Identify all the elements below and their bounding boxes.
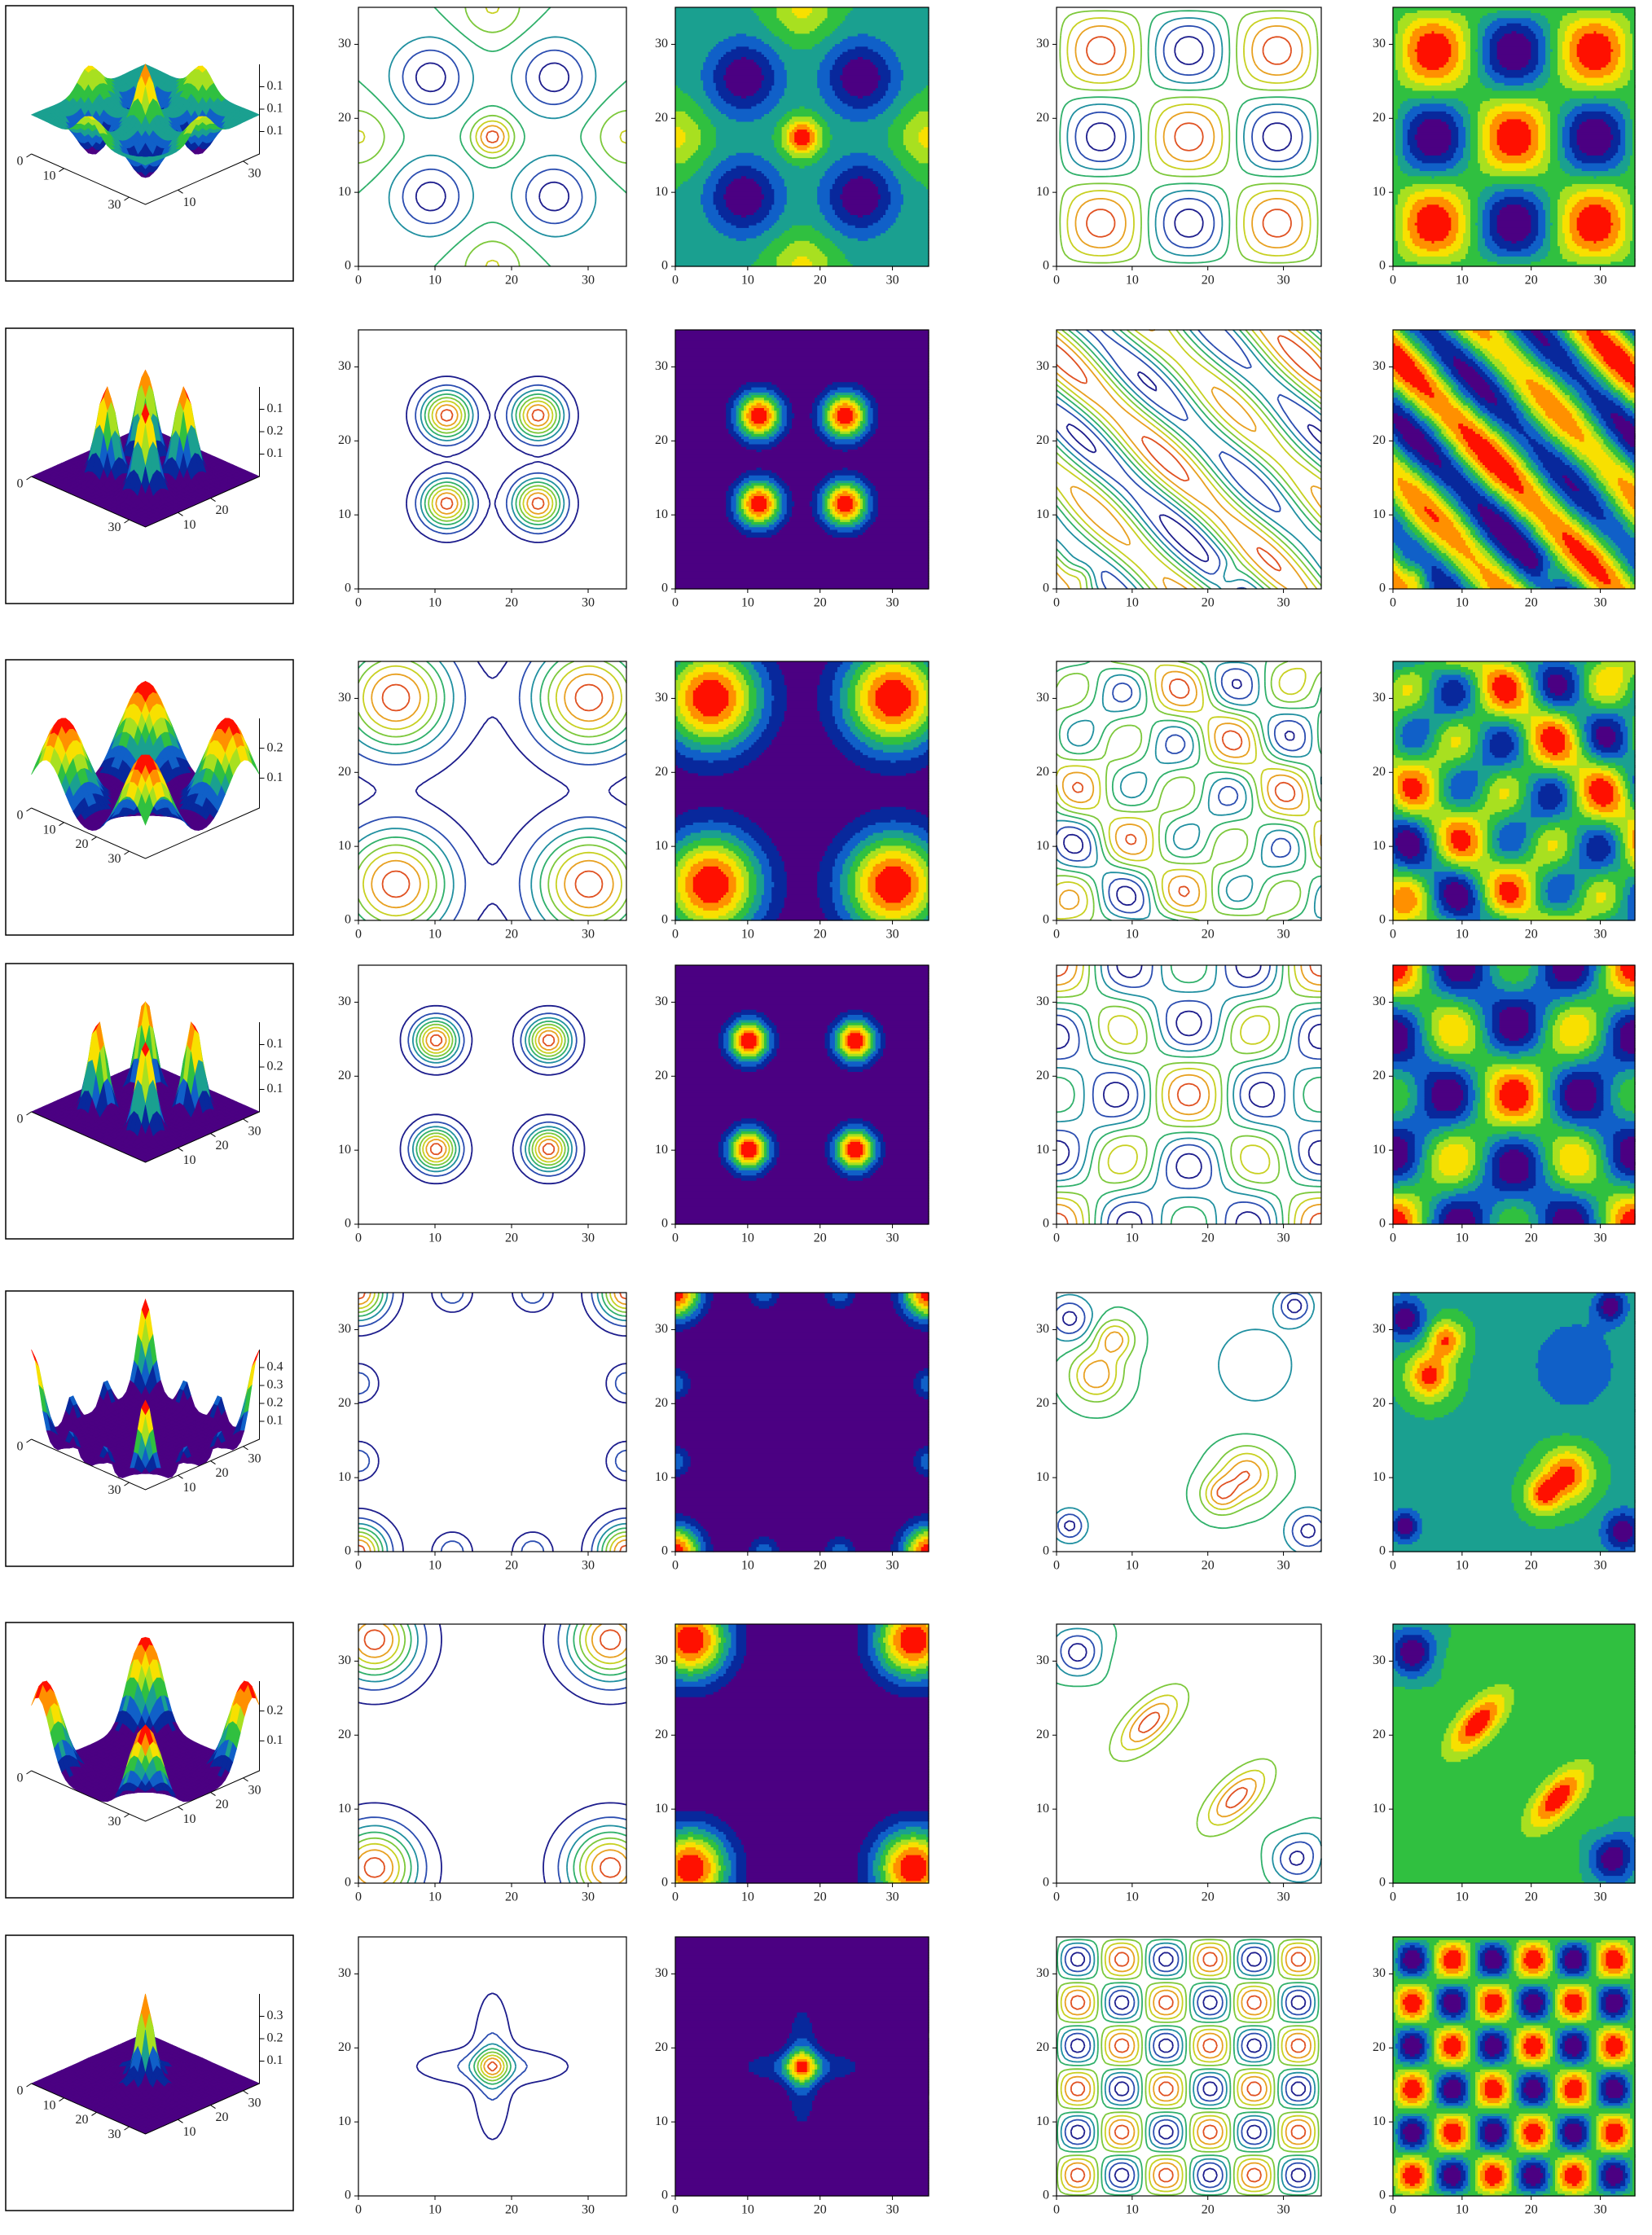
- contour-line: [358, 7, 626, 266]
- contour-line: [358, 7, 626, 266]
- x-tick-label: 20: [505, 274, 518, 288]
- x-tick-label: 30: [1594, 274, 1607, 288]
- surface-tick-label: 30: [108, 520, 121, 534]
- x-tick-label: 10: [1456, 274, 1469, 288]
- y-tick-label: 30: [655, 37, 668, 50]
- contour-line: [1087, 37, 1291, 237]
- y-tick-label: 20: [655, 111, 668, 125]
- contour-line: [416, 63, 569, 210]
- y-tick-label: 0: [661, 259, 668, 273]
- surface-tick-label: 0.1: [267, 102, 283, 116]
- plot-frame: [358, 7, 626, 266]
- surface-tick-label: 30: [108, 198, 121, 212]
- y-tick-label: 30: [1373, 37, 1386, 50]
- x-tick-label: 20: [505, 596, 518, 610]
- surface-tick-label: 20: [216, 503, 229, 517]
- x-tick-label: 0: [355, 596, 362, 610]
- contour-line: [402, 50, 582, 224]
- y-tick-label: 20: [1373, 111, 1386, 125]
- contour-line: [1060, 11, 1317, 263]
- figure: 01030 10300.10.10.10010102020303000101020…: [0, 0, 1652, 2235]
- contour-line: [1060, 11, 1317, 262]
- x-tick-label: 10: [428, 596, 442, 610]
- x-tick-label: 20: [1525, 274, 1538, 288]
- contour-line: [428, 397, 556, 521]
- x-tick-label: 30: [1277, 274, 1290, 288]
- y-tick-label: 20: [338, 111, 351, 125]
- y-tick-label: 30: [1036, 37, 1049, 50]
- x-tick-label: 0: [672, 274, 679, 288]
- x-tick-label: 0: [355, 274, 362, 288]
- x-tick-label: 30: [886, 274, 899, 288]
- contour-line: [1067, 18, 1310, 256]
- y-tick-label: 10: [338, 185, 351, 199]
- x-tick-label: 0: [1053, 274, 1060, 288]
- contour-line: [436, 405, 549, 514]
- x-tick-label: 30: [582, 596, 595, 610]
- contour-line: [441, 410, 543, 509]
- y-tick-label: 0: [345, 259, 351, 273]
- plot-frame: [358, 330, 626, 589]
- contour-line: [358, 7, 626, 266]
- contour-line: [1075, 26, 1302, 248]
- x-tick-label: 30: [582, 274, 595, 288]
- y-tick-label: 30: [338, 359, 351, 373]
- contour-line: [486, 131, 499, 143]
- contour-line: [1087, 37, 1291, 237]
- y-tick-label: 0: [1043, 259, 1049, 273]
- contour-line: [406, 376, 578, 542]
- surface-tick-label: 30: [248, 167, 261, 181]
- surface-tick-label: 0.1: [267, 446, 283, 460]
- y-tick-label: 20: [1036, 111, 1049, 125]
- surface-tick-label: 0: [17, 155, 24, 169]
- contour-line: [433, 401, 553, 517]
- x-tick-label: 0: [1390, 274, 1396, 288]
- y-tick-label: 10: [1373, 185, 1386, 199]
- contour-line: [1067, 18, 1310, 256]
- y-tick-label: 10: [655, 185, 668, 199]
- y-tick-label: 0: [345, 582, 351, 595]
- surface-tick-label: 0.1: [267, 124, 283, 138]
- surface-tick-label: 0.2: [267, 424, 283, 438]
- y-tick-label: 10: [1036, 185, 1049, 199]
- contour-line: [481, 125, 504, 148]
- surface-tick-label: 0: [17, 477, 24, 491]
- x-tick-label: 10: [741, 274, 754, 288]
- plot-frame: [1057, 7, 1321, 266]
- y-tick-label: 30: [338, 37, 351, 50]
- y-tick-label: 10: [338, 507, 351, 521]
- surface-tick-label: 10: [183, 195, 196, 209]
- surface-tick-label: 0.1: [267, 402, 283, 415]
- surface-tick-label: 0.1: [267, 79, 283, 93]
- contour-line: [425, 394, 560, 525]
- surface-tick-label: 10: [183, 518, 196, 532]
- x-tick-label: 20: [1202, 274, 1215, 288]
- x-tick-label: 10: [1126, 274, 1139, 288]
- surface-tick-label: 10: [43, 169, 56, 182]
- x-tick-label: 20: [814, 274, 827, 288]
- y-tick-label: 0: [1379, 259, 1386, 273]
- x-tick-label: 10: [428, 274, 442, 288]
- y-tick-label: 20: [338, 433, 351, 447]
- contour-line: [415, 385, 569, 534]
- contour-line: [1075, 26, 1302, 248]
